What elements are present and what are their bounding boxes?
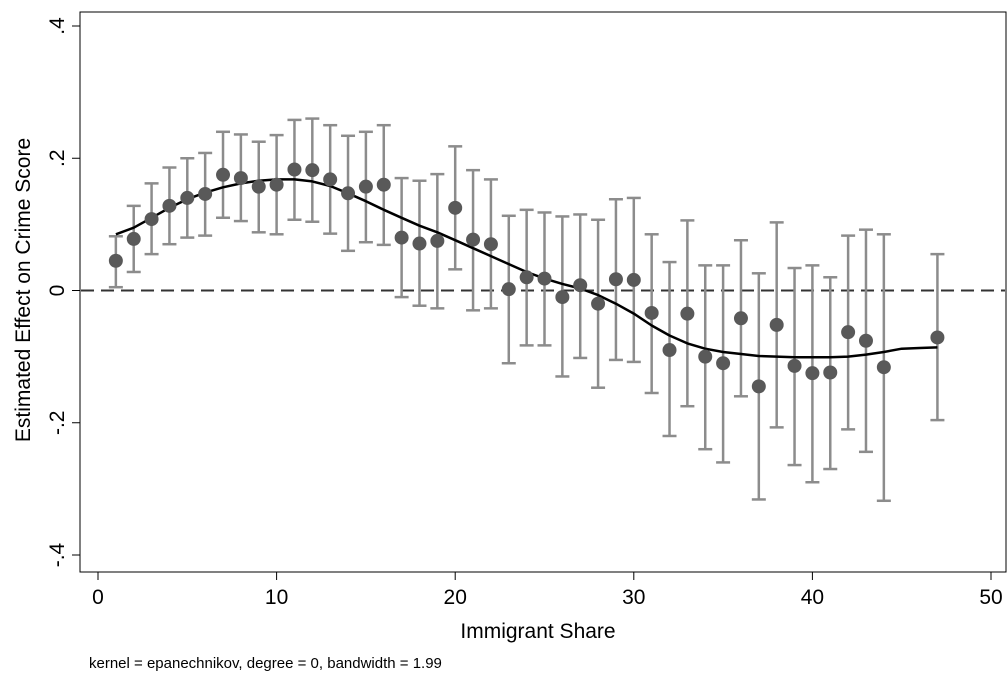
x-tick-label: 10 <box>265 586 288 609</box>
plot-frame <box>79 11 1007 573</box>
data-point <box>805 366 820 381</box>
data-point <box>358 179 373 194</box>
data-point <box>608 272 623 287</box>
data-point <box>555 290 570 305</box>
data-point <box>126 231 141 246</box>
data-point <box>430 233 445 248</box>
data-point <box>412 236 427 251</box>
x-tick-label: 50 <box>979 586 1002 609</box>
data-point <box>573 278 588 293</box>
chart-note: kernel = epanechnikov, degree = 0, bandw… <box>89 655 442 672</box>
data-point <box>180 190 195 205</box>
data-point <box>680 306 695 321</box>
data-point <box>537 271 552 286</box>
x-tick-label: 40 <box>801 586 824 609</box>
data-point <box>930 330 945 345</box>
y-tick-label: .2 <box>46 149 69 167</box>
data-point <box>216 167 231 182</box>
data-point <box>483 237 498 252</box>
data-point <box>198 186 213 201</box>
data-point <box>233 171 248 186</box>
data-point <box>269 177 284 192</box>
data-point <box>251 179 266 194</box>
x-axis-title: Immigrant Share <box>460 620 615 643</box>
data-point <box>751 379 766 394</box>
axes-layer: 0 10 20 30 40 50 -.4 -.2 0 .2 .4 <box>46 17 1003 609</box>
data-point <box>287 162 302 177</box>
y-tick-label: -.2 <box>46 410 69 435</box>
data-point <box>644 305 659 320</box>
data-point <box>591 296 606 311</box>
data-point <box>787 358 802 373</box>
data-point <box>376 177 391 192</box>
data-point <box>519 270 534 285</box>
data-point <box>448 200 463 215</box>
data-point <box>876 360 891 375</box>
data-point <box>108 253 123 268</box>
data-point <box>626 272 641 287</box>
y-tick-label: -.4 <box>46 542 69 567</box>
data-point <box>858 333 873 348</box>
data-point <box>769 317 784 332</box>
y-axis-title: Estimated Effect on Crime Score <box>12 138 35 442</box>
data-point <box>733 311 748 326</box>
data-point <box>162 198 177 213</box>
data-point <box>341 186 356 201</box>
data-point <box>394 230 409 245</box>
data-point <box>466 232 481 247</box>
data-point <box>698 349 713 364</box>
x-tick-label: 20 <box>444 586 467 609</box>
data-point <box>144 212 159 227</box>
x-tick-label: 0 <box>92 586 104 609</box>
data-point <box>501 282 516 297</box>
points-layer <box>108 162 945 394</box>
data-point <box>841 325 856 340</box>
data-point <box>323 172 338 187</box>
data-point <box>305 163 320 178</box>
y-tick-label: .4 <box>46 17 69 35</box>
data-point <box>823 365 838 380</box>
y-tick-label: 0 <box>46 285 69 297</box>
x-tick-label: 30 <box>622 586 645 609</box>
data-point <box>716 356 731 371</box>
data-point <box>662 343 677 358</box>
